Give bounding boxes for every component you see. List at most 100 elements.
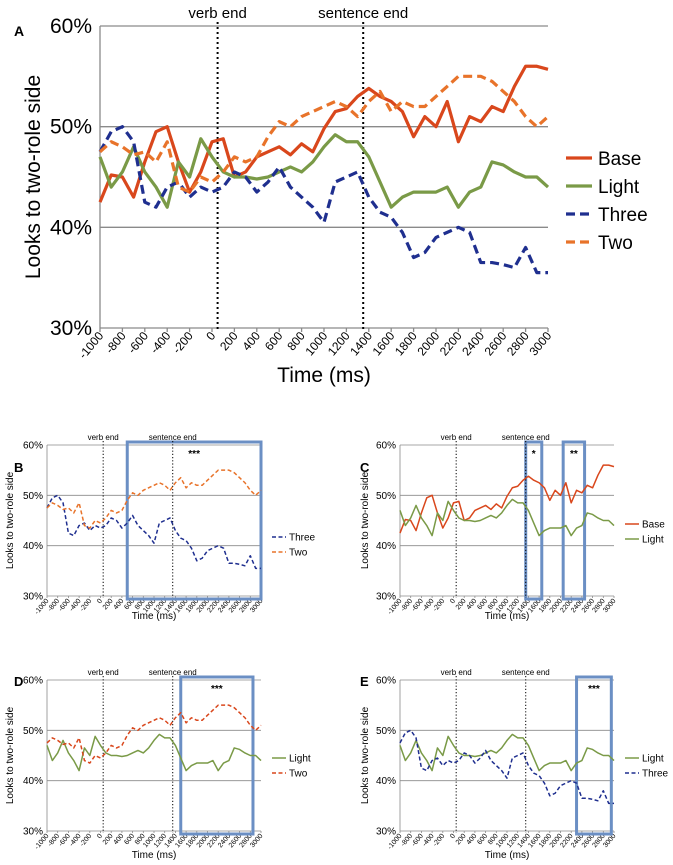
x-tick-label: -200: [79, 833, 93, 848]
legend-label: Light: [289, 754, 311, 765]
event-marker-label: verb end: [88, 668, 119, 677]
y-tick-label: 30%: [50, 317, 92, 340]
x-tick-label: 2800: [504, 329, 532, 359]
significance-label: **: [570, 449, 578, 460]
event-marker-label: verb end: [188, 5, 246, 22]
y-tick-label: 50%: [23, 726, 43, 737]
event-marker-label: sentence end: [502, 433, 550, 442]
event-marker-label: verb end: [441, 433, 472, 442]
panel-letter: E: [360, 674, 369, 689]
significance-box: [125, 440, 263, 601]
series-line-base: [98, 64, 549, 203]
y-tick-label: 50%: [50, 116, 92, 139]
series-line-three: [399, 729, 614, 805]
legend-label: Three: [289, 533, 316, 544]
event-marker-label: sentence end: [149, 668, 197, 677]
x-tick-label: 200: [217, 329, 241, 354]
x-tick-label: 600: [262, 329, 286, 354]
significance-box: [575, 675, 613, 836]
x-tick-label: 200: [455, 833, 468, 847]
y-tick-label: 50%: [23, 491, 43, 502]
legend-label: Light: [598, 177, 640, 198]
chart-panel-e: E30%40%50%60%-1000-800-600-400-200 020040…: [360, 668, 669, 861]
significance-label: ***: [211, 684, 223, 695]
x-axis-title: Time (ms): [132, 850, 177, 861]
x-tick-label: 0: [449, 598, 457, 606]
x-tick-label: -200: [170, 329, 196, 357]
x-axis-title: Time (ms): [277, 364, 371, 387]
x-tick-label: 400: [239, 329, 263, 354]
y-tick-label: 30%: [376, 592, 396, 603]
legend-label: Base: [598, 149, 641, 170]
x-tick-label: 2400: [459, 329, 487, 359]
event-marker-label: sentence end: [318, 5, 408, 22]
y-axis-title: Looks to two-role side: [22, 75, 45, 279]
x-tick-label: 0: [96, 598, 104, 606]
series-line-two: [46, 704, 262, 764]
y-tick-label: 60%: [376, 441, 396, 452]
legend-label: Three: [598, 205, 648, 226]
panel-letter: B: [14, 460, 23, 475]
legend-label: Two: [598, 233, 633, 254]
x-tick-label: 400: [113, 833, 126, 847]
x-tick-label: 2000: [414, 329, 442, 359]
y-tick-label: 60%: [376, 676, 396, 687]
x-tick-label: 3000: [526, 329, 554, 359]
x-tick-label: 1800: [392, 329, 420, 359]
x-tick-label: -800: [103, 329, 129, 357]
y-tick-label: 40%: [23, 541, 43, 552]
chart-panel-a: A30%40%50%60%-1000-800-600-400-200 020040…: [14, 5, 648, 387]
chart-panel-d: D30%40%50%60%-1000-800-600-400-200 020040…: [5, 668, 311, 861]
y-tick-label: 60%: [50, 15, 92, 38]
significance-label: *: [532, 449, 536, 460]
series-line-two: [98, 74, 550, 194]
x-tick-label: 1400: [347, 329, 375, 359]
legend-label: Two: [289, 769, 308, 780]
x-tick-label: -200: [79, 598, 93, 613]
event-marker-label: verb end: [441, 668, 472, 677]
y-tick-label: 30%: [23, 592, 43, 603]
series-line-light: [98, 133, 550, 209]
x-tick-label: 2600: [482, 329, 510, 359]
significance-label: ***: [588, 684, 600, 695]
y-tick-label: 50%: [376, 491, 396, 502]
y-tick-label: 50%: [376, 726, 396, 737]
y-tick-label: 40%: [376, 776, 396, 787]
x-axis-title: Time (ms): [485, 850, 530, 861]
event-marker-label: sentence end: [149, 433, 197, 442]
legend-label: Three: [642, 769, 669, 780]
x-axis-title: Time (ms): [485, 611, 530, 622]
event-marker-label: verb end: [88, 433, 119, 442]
chart-panel-b: B30%40%50%60%-1000-800-600-400-200 020040…: [5, 433, 316, 622]
series-line-three: [98, 125, 548, 275]
y-tick-label: 60%: [23, 441, 43, 452]
x-tick-label: 200: [102, 833, 115, 847]
x-tick-label: 200: [455, 598, 468, 612]
x-tick-label: 600: [476, 598, 489, 612]
x-tick-label: 400: [113, 598, 126, 612]
x-tick-label: 1600: [370, 329, 398, 359]
x-tick-label: -200: [432, 598, 446, 613]
x-tick-label: 0: [203, 329, 218, 343]
x-tick-label: 400: [466, 598, 479, 612]
significance-label: ***: [188, 449, 200, 460]
significance-box: [179, 675, 255, 836]
series-line-base: [399, 464, 615, 534]
y-tick-label: 40%: [50, 216, 92, 239]
x-tick-label: -600: [125, 329, 151, 357]
x-tick-label: -200: [432, 833, 446, 848]
legend-label: Light: [642, 535, 664, 546]
y-tick-label: 30%: [23, 827, 43, 838]
x-tick-label: 1200: [325, 329, 353, 359]
panel-letter: A: [14, 23, 24, 39]
y-tick-label: 30%: [376, 827, 396, 838]
x-tick-label: 600: [123, 833, 136, 847]
y-axis-title: Looks to two-role side: [5, 471, 16, 569]
x-tick-label: 1000: [302, 329, 330, 359]
x-tick-label: 400: [466, 833, 479, 847]
x-axis-title: Time (ms): [132, 611, 177, 622]
x-tick-label: 200: [102, 598, 115, 612]
panel-letter: C: [360, 460, 370, 475]
x-tick-label: 0: [449, 833, 457, 841]
